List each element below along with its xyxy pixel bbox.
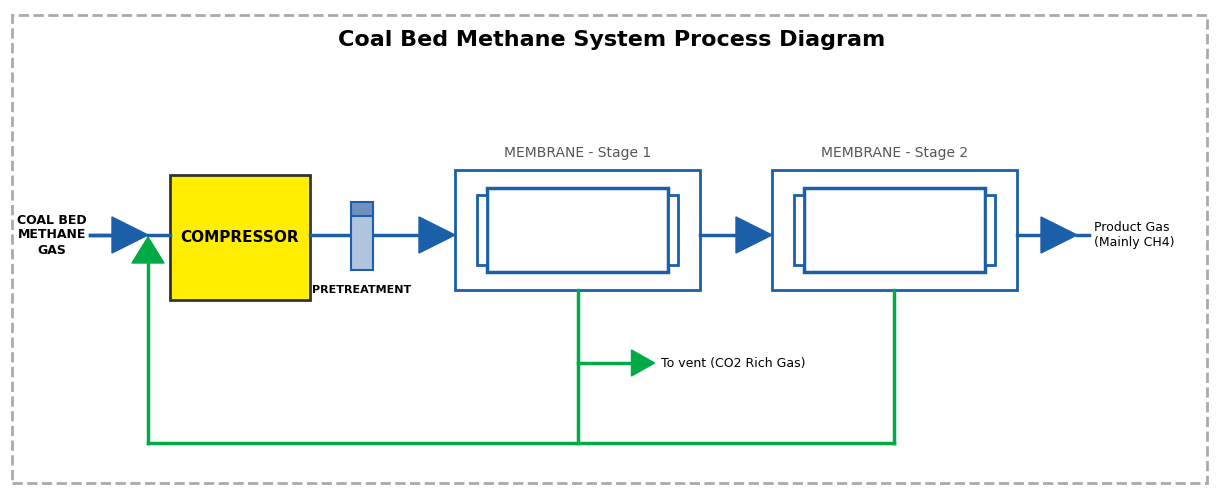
FancyBboxPatch shape: [772, 170, 1017, 290]
FancyBboxPatch shape: [804, 188, 985, 272]
Polygon shape: [632, 350, 655, 376]
Polygon shape: [985, 195, 995, 265]
Text: PRETREATMENT: PRETREATMENT: [312, 285, 411, 295]
FancyBboxPatch shape: [351, 214, 373, 270]
Text: MEMBRANE - Stage 1: MEMBRANE - Stage 1: [504, 146, 651, 160]
FancyBboxPatch shape: [170, 175, 310, 300]
Polygon shape: [113, 217, 148, 253]
Polygon shape: [1040, 217, 1077, 253]
Text: MEMBRANE - Stage 2: MEMBRANE - Stage 2: [821, 146, 968, 160]
FancyBboxPatch shape: [12, 15, 1207, 483]
Text: Coal Bed Methane System Process Diagram: Coal Bed Methane System Process Diagram: [338, 30, 886, 50]
Polygon shape: [668, 195, 678, 265]
Polygon shape: [794, 195, 804, 265]
Polygon shape: [419, 217, 455, 253]
FancyBboxPatch shape: [351, 202, 373, 216]
Polygon shape: [477, 195, 487, 265]
Text: To vent (CO2 Rich Gas): To vent (CO2 Rich Gas): [661, 356, 805, 369]
Text: COAL BED
METHANE
GAS: COAL BED METHANE GAS: [17, 213, 87, 256]
Polygon shape: [132, 237, 164, 263]
FancyBboxPatch shape: [487, 188, 668, 272]
Text: Product Gas
(Mainly CH4): Product Gas (Mainly CH4): [1094, 221, 1175, 249]
FancyBboxPatch shape: [455, 170, 700, 290]
Text: COMPRESSOR: COMPRESSOR: [181, 230, 300, 245]
Polygon shape: [736, 217, 772, 253]
